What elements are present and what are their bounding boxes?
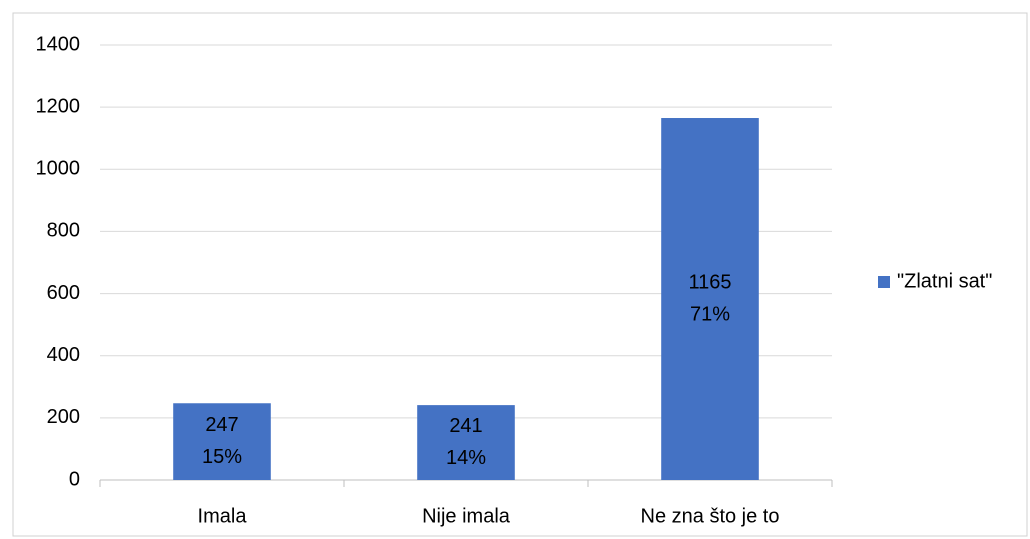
data-label: 241 (449, 415, 482, 437)
x-tick-label: Imala (198, 505, 248, 527)
y-tick-label: 200 (47, 406, 80, 428)
y-tick-label: 1200 (36, 95, 81, 117)
x-tick-label: Nije imala (422, 505, 511, 527)
y-tick-label: 1400 (36, 33, 81, 55)
y-tick-label: 400 (47, 344, 80, 366)
percent-label: 14% (446, 447, 486, 469)
data-label: 247 (205, 414, 238, 436)
percent-label: 15% (202, 446, 242, 468)
chart-frame (12, 12, 1028, 537)
legend-swatch (878, 276, 890, 288)
data-label: 1165 (688, 271, 731, 293)
percent-label: 71% (690, 303, 730, 325)
bar (417, 405, 515, 480)
y-tick-label: 0 (69, 468, 80, 490)
y-tick-label: 600 (47, 282, 80, 304)
legend-label: "Zlatni sat" (897, 270, 992, 292)
y-tick-label: 800 (47, 220, 80, 242)
bar (661, 118, 759, 481)
x-tick-label: Ne zna što je to (641, 505, 780, 527)
y-tick-label: 1000 (36, 158, 81, 180)
bar (173, 403, 271, 480)
